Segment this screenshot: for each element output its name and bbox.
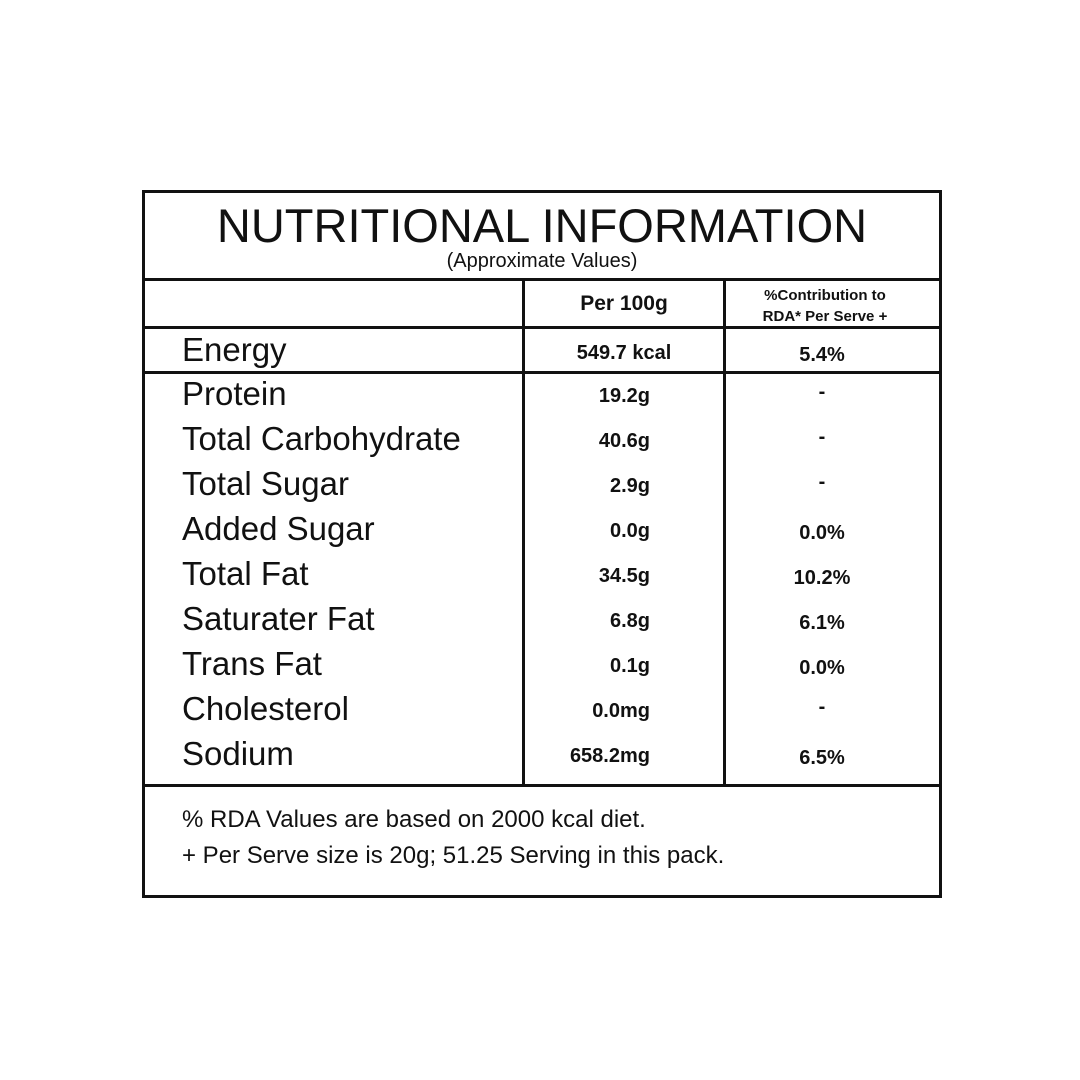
nutrient-per100: 0.0g	[609, 520, 650, 542]
subtitle: (Approximate Values)	[446, 250, 638, 272]
nutrition-table	[142, 190, 942, 898]
column-header-rda-2: RDA* Per Serve +	[762, 308, 888, 325]
nutrient-rda: 6.5%	[799, 747, 845, 769]
divider	[142, 371, 942, 374]
nutrient-per100: 658.2mg	[569, 745, 650, 767]
nutrient-label: Cholesterol	[182, 690, 349, 727]
nutrient-label: Trans Fat	[182, 645, 322, 682]
nutrient-rda: -	[818, 696, 826, 718]
nutrient-per100: 0.1g	[609, 655, 650, 677]
nutrient-label: Total Sugar	[182, 465, 349, 502]
energy-per100: 549.7 kcal	[576, 342, 672, 364]
column-header-per100: Per 100g	[580, 292, 668, 315]
nutrient-label: Protein	[182, 375, 287, 412]
nutrient-per100: 34.5g	[598, 565, 650, 587]
divider	[142, 278, 942, 281]
divider	[142, 784, 939, 787]
nutrient-rda: -	[818, 381, 826, 403]
nutrient-label: Total Carbohydrate	[182, 420, 461, 457]
nutrient-per100: 2.9g	[609, 475, 650, 497]
nutrient-rda: -	[818, 471, 826, 493]
nutrient-label: Added Sugar	[182, 510, 375, 547]
energy-label: Energy	[182, 331, 287, 368]
column-header-rda-1: %Contribution to	[764, 287, 886, 304]
footnote: + Per Serve size is 20g; 51.25 Serving i…	[182, 842, 725, 869]
column-divider	[522, 280, 525, 786]
nutrient-rda: 10.2%	[793, 567, 851, 589]
page-title: NUTRITIONAL INFORMATION	[216, 199, 868, 252]
nutrient-rda: 6.1%	[799, 612, 845, 634]
nutrient-per100: 0.0mg	[592, 700, 650, 722]
nutrient-per100: 40.6g	[598, 430, 650, 452]
divider	[142, 326, 942, 329]
nutrient-rda: 0.0%	[799, 522, 845, 544]
nutrient-label: Saturater Fat	[182, 600, 375, 637]
nutrient-rda: 0.0%	[799, 657, 845, 679]
nutrient-rda: -	[818, 426, 826, 448]
nutrient-per100: 19.2g	[598, 385, 650, 407]
column-divider	[723, 280, 726, 786]
nutrient-label: Total Fat	[182, 555, 309, 592]
energy-rda: 5.4%	[799, 344, 845, 366]
footnote: % RDA Values are based on 2000 kcal diet…	[182, 806, 646, 833]
nutrient-per100: 6.8g	[609, 610, 650, 632]
nutrient-label: Sodium	[182, 735, 294, 772]
